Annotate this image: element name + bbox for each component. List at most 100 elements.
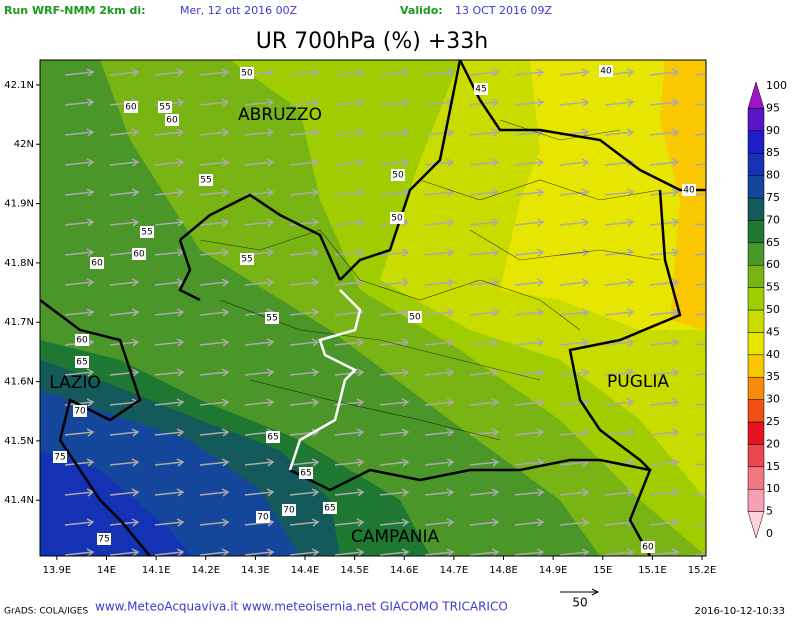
- wind-arrow: [154, 188, 185, 197]
- municipal-borders: [199, 119, 661, 441]
- wind-arrow: [109, 218, 140, 227]
- colorbar-label: 70: [766, 213, 780, 226]
- wind-arrow: [199, 68, 230, 77]
- colorbar-segment: [747, 242, 765, 266]
- wind-arrow: [469, 68, 500, 77]
- wind-arrow: [64, 488, 95, 497]
- contour-label: 65: [300, 469, 311, 479]
- contour-label-bg: [199, 174, 213, 186]
- wind-arrow: [379, 518, 410, 527]
- wind-arrow: [559, 158, 590, 167]
- contour-label: 50: [391, 214, 403, 224]
- wind-arrow: [289, 488, 320, 497]
- wind-arrow: [289, 518, 320, 527]
- contour-label: 75: [98, 535, 109, 545]
- x-tick-label: 14.2E: [191, 565, 220, 576]
- wind-arrow: [694, 433, 706, 436]
- x-tick-label: 13.9E: [43, 565, 72, 576]
- contour-label-bg: [75, 356, 89, 368]
- wind-arrow: [424, 308, 455, 317]
- timestamp: 2016-10-12-10:33: [694, 606, 785, 617]
- colorbar-segment: [747, 511, 765, 539]
- wind-arrow: [694, 283, 706, 286]
- wind-arrow: [244, 368, 275, 377]
- wind-arrow: [154, 518, 185, 527]
- colorbar-label: 15: [766, 460, 780, 473]
- wind-arrow: [64, 458, 95, 467]
- wind-arrow: [199, 338, 230, 347]
- wind-arrow: [559, 548, 590, 556]
- wind-arrow: [694, 193, 706, 196]
- wind-arrow: [199, 488, 230, 497]
- wind-arrow: [64, 428, 95, 437]
- wind-arrow: [244, 218, 275, 227]
- wind-arrow: [154, 398, 185, 407]
- wind-arrow: [109, 278, 140, 287]
- wind-arrow: [64, 128, 95, 137]
- x-tick-label: 15.1E: [638, 565, 667, 576]
- wind-arrow: [649, 398, 680, 407]
- wind-arrow: [424, 248, 455, 257]
- contour-label-bg: [682, 184, 696, 196]
- run-date: Mer, 12 ott 2016 00Z: [180, 4, 298, 17]
- colorbar-label: 0: [766, 527, 773, 540]
- wind-arrow: [154, 458, 185, 467]
- wind-arrow: [289, 98, 320, 107]
- wind-arrow: [289, 218, 320, 227]
- colorbar-label: 100: [766, 79, 787, 92]
- wind-arrow: [154, 338, 185, 347]
- wind-arrow: [649, 188, 680, 197]
- wind-arrow: [694, 373, 706, 376]
- wind-arrow: [424, 548, 455, 556]
- wind-arrow: [379, 128, 410, 137]
- contour-label-bg: [599, 65, 613, 77]
- wind-arrow: [109, 68, 140, 77]
- wind-arrow: [109, 458, 140, 467]
- wind-arrow: [199, 158, 230, 167]
- colorbar-label: 30: [766, 393, 780, 406]
- wind-arrow: [289, 458, 320, 467]
- contour-label-bg: [390, 212, 404, 224]
- colorbar-segment: [747, 444, 765, 468]
- x-tick-label: 14.6E: [390, 565, 419, 576]
- x-tick-label: 14.4E: [291, 565, 320, 576]
- wind-arrow: [694, 313, 706, 316]
- wind-arrow: [559, 98, 590, 107]
- wind-arrow: [334, 548, 365, 556]
- wind-arrow: [154, 68, 185, 77]
- wind-arrow: [649, 158, 680, 167]
- wind-arrow: [559, 308, 590, 317]
- wind-arrow: [334, 278, 365, 287]
- colorbar-segment: [747, 152, 765, 176]
- colorbar-segment: [747, 466, 765, 490]
- contour-label-bg: [53, 451, 67, 463]
- vector-ref-label: 50: [572, 596, 587, 610]
- y-tick-label: 41.7N: [4, 317, 34, 328]
- wind-arrow: [649, 128, 680, 137]
- wind-arrow: [604, 188, 635, 197]
- wind-arrow: [64, 68, 95, 77]
- colorbar-segment: [747, 399, 765, 423]
- wind-arrow: [694, 133, 706, 136]
- wind-arrow: [379, 98, 410, 107]
- wind-arrow: [649, 548, 680, 556]
- wind-arrow: [379, 158, 410, 167]
- wind-arrow: [289, 158, 320, 167]
- wind-arrow: [469, 308, 500, 317]
- wind-arrow: [334, 128, 365, 137]
- wind-arrow: [649, 488, 680, 497]
- wind-arrow: [64, 278, 95, 287]
- region-label: PUGLIA: [607, 372, 669, 392]
- wind-arrow: [244, 98, 275, 107]
- wind-arrow: [694, 73, 706, 76]
- wind-arrow: [514, 68, 545, 77]
- contour-label: 65: [267, 433, 278, 443]
- colorbar-label: 10: [766, 482, 780, 495]
- wind-arrow: [694, 493, 706, 496]
- wind-arrow: [199, 308, 230, 317]
- colorbar-label: 5: [766, 505, 773, 518]
- wind-arrow: [64, 548, 95, 556]
- contour-label-bg: [408, 311, 422, 323]
- contour-label-bg: [266, 431, 280, 443]
- wind-arrow: [334, 158, 365, 167]
